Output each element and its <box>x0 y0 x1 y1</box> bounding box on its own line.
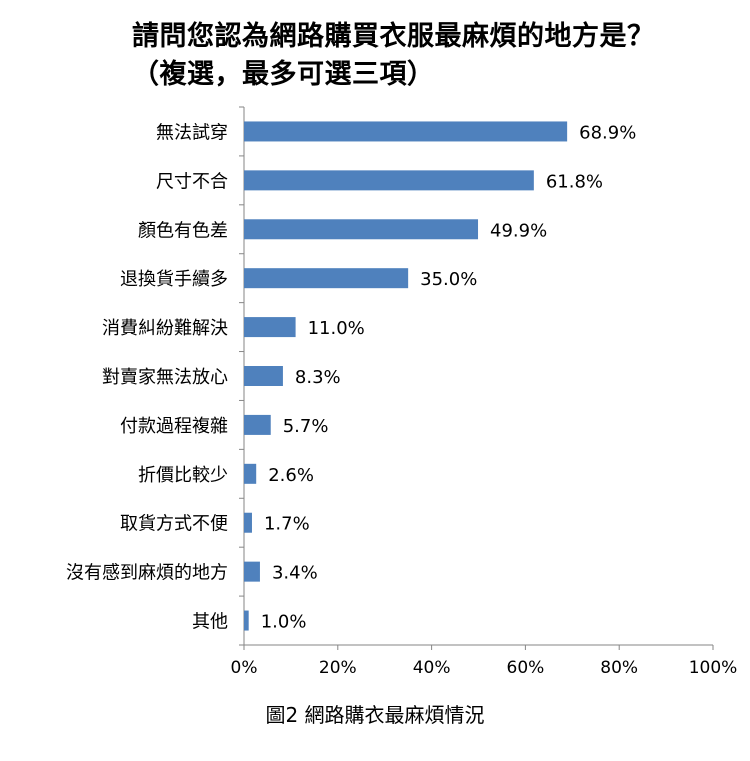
x-tick-label: 20% <box>319 658 357 678</box>
category-label: 無法試穿 <box>156 122 228 143</box>
category-label: 消費糾紛難解決 <box>102 318 228 339</box>
chart-title-line-1: 請問您認為網路購買衣服最麻煩的地方是？ <box>132 21 655 52</box>
data-label: 68.9% <box>579 122 636 143</box>
category-label: 其他 <box>192 612 228 633</box>
bar <box>244 317 296 338</box>
category-label: 折價比較少 <box>138 465 228 486</box>
bar <box>244 561 260 582</box>
category-label: 沒有感到麻煩的地方 <box>66 563 228 584</box>
x-tick-label: 60% <box>507 658 545 678</box>
data-label: 5.7% <box>283 416 329 437</box>
data-label: 1.7% <box>264 514 310 535</box>
figure-caption: 圖2 網路購衣最麻煩情況 <box>265 703 485 727</box>
data-label: 2.6% <box>268 465 314 486</box>
bar <box>244 463 257 484</box>
data-label: 3.4% <box>272 563 318 584</box>
data-label: 8.3% <box>295 367 341 388</box>
chart-title-line-2: （複選，最多可選三項） <box>132 59 435 90</box>
data-label: 35.0% <box>420 269 477 290</box>
x-tick-label: 0% <box>231 658 258 678</box>
x-tick-label: 100% <box>689 658 738 678</box>
x-tick-label: 80% <box>600 658 638 678</box>
category-label: 顏色有色差 <box>138 220 228 241</box>
data-label: 49.9% <box>490 220 547 241</box>
bar <box>244 170 534 191</box>
category-label: 付款過程複雜 <box>120 416 228 437</box>
data-label: 61.8% <box>546 171 603 192</box>
category-label: 退換貨手續多 <box>120 269 228 290</box>
bar-chart: 0% 20% 40% 60% 80% 100% 無法試穿 68.9% 尺寸不合 61.8% 顏色有色… <box>66 106 738 678</box>
chart-title: 請問您認為網路購買衣服最麻煩的地方是？ （複選，最多可選三項） <box>132 18 732 94</box>
category-label: 尺寸不合 <box>156 171 228 192</box>
category-label: 對賣家無法放心 <box>102 367 228 388</box>
bar <box>244 121 568 142</box>
bar <box>244 414 271 435</box>
bar <box>244 610 249 631</box>
x-tick-label: 40% <box>413 658 451 678</box>
category-label: 取貨方式不便 <box>120 514 228 535</box>
bar <box>244 268 409 289</box>
data-label: 1.0% <box>261 612 307 633</box>
bar <box>244 366 283 386</box>
bar <box>244 219 479 240</box>
data-label: 11.0% <box>308 318 365 339</box>
bar <box>244 512 252 533</box>
